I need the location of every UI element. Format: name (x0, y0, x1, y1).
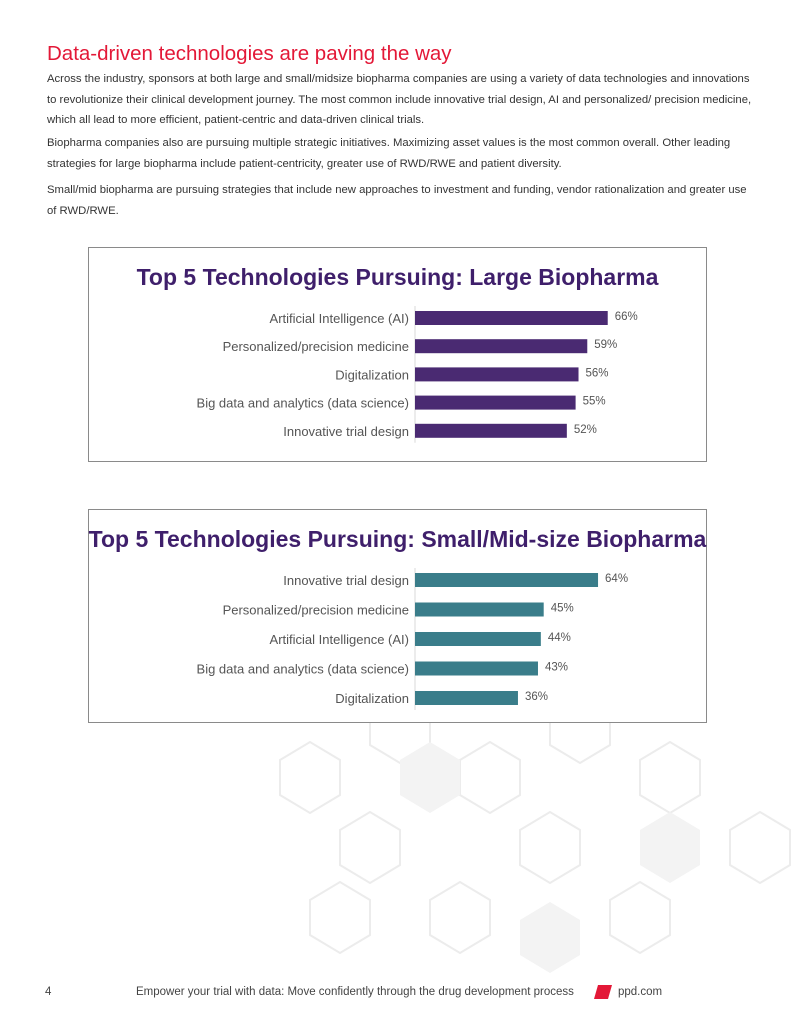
small-mid-biopharma-chart: Top 5 Technologies Pursuing: Small/Mid-s… (88, 509, 707, 723)
category-label: Artificial Intelligence (AI) (270, 311, 409, 326)
data-label: 45% (551, 603, 574, 615)
category-label: Big data and analytics (data science) (197, 662, 409, 677)
intro-paragraph-2: Biopharma companies also are pursuing mu… (47, 137, 731, 170)
page-heading: Data-driven technologies are paving the … (47, 42, 452, 65)
bar (415, 311, 608, 325)
category-label: Big data and analytics (data science) (197, 396, 409, 411)
bar (415, 602, 544, 617)
chart-title: Top 5 Technologies Pursuing: Large Bioph… (136, 264, 659, 290)
intro-paragraph-1: Across the industry, sponsors at both la… (47, 73, 752, 126)
data-label: 56% (586, 367, 609, 379)
intro-paragraph-3: Small/mid biopharma are pursuing strateg… (47, 184, 747, 217)
bar (415, 367, 579, 382)
data-label: 36% (525, 691, 548, 703)
category-label: Personalized/precision medicine (223, 603, 409, 618)
category-label: Innovative trial design (283, 573, 409, 588)
bar (415, 395, 576, 410)
category-label: Personalized/precision medicine (223, 339, 409, 354)
page-number: 4 (45, 986, 52, 998)
bar (415, 339, 588, 354)
data-label: 59% (594, 339, 617, 351)
chart-plot-large: Artificial Intelligence (AI) 66% Personali… (197, 306, 638, 443)
ppd-logo-icon (594, 985, 612, 999)
data-label: 52% (574, 424, 597, 436)
chart-plot-small-mid: Innovative trial design 64% Personalized/p… (197, 568, 628, 710)
category-label: Digitalization (335, 691, 409, 706)
footer-text: Empower your trial with data: Move confi… (136, 986, 574, 998)
large-biopharma-chart: Top 5 Technologies Pursuing: Large Bioph… (88, 247, 707, 462)
footer-url-link[interactable]: ppd.com (618, 986, 663, 998)
category-label: Digitalization (335, 367, 409, 382)
data-label: 44% (548, 632, 571, 644)
bar (415, 573, 599, 587)
data-label: 64% (605, 573, 628, 585)
bar (415, 632, 541, 646)
data-label: 43% (545, 662, 568, 674)
bar (415, 423, 567, 438)
category-label: Artificial Intelligence (AI) (270, 632, 409, 647)
hexagon-background-pattern (279, 700, 791, 973)
data-label: 55% (583, 396, 606, 408)
category-label: Innovative trial design (283, 424, 409, 439)
chart-title: Top 5 Technologies Pursuing: Small/Mid-s… (88, 526, 707, 552)
data-label: 66% (615, 311, 638, 323)
bar (415, 691, 518, 705)
bar (415, 661, 538, 676)
